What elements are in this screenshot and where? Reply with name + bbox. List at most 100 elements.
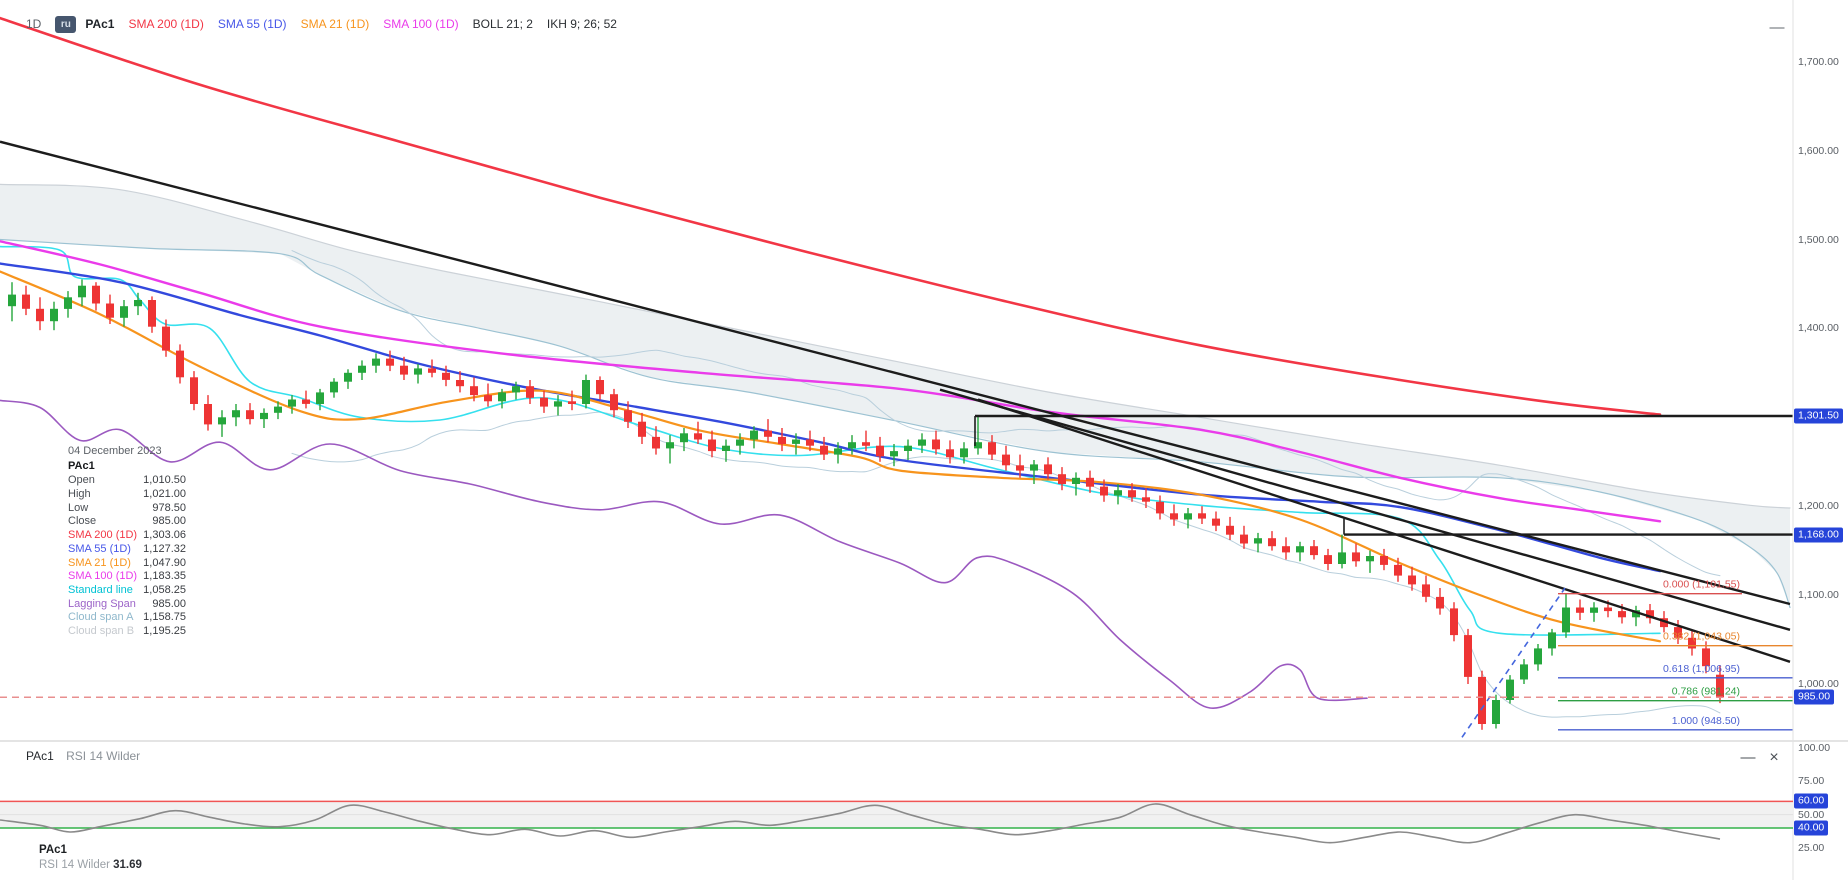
candle-body (1408, 575, 1416, 585)
candle-body (708, 439, 716, 452)
candle-body (204, 404, 212, 425)
sma200-line (0, 16, 1662, 416)
timeframe-label[interactable]: 1D (26, 17, 42, 31)
candle-body (1520, 664, 1528, 680)
symbol-badge[interactable]: ru (55, 15, 77, 33)
data-window-row: High 1,021.00 (68, 488, 186, 501)
candle-body (638, 421, 646, 437)
fib-level-label: 0.618 (1,006.95) (1663, 663, 1740, 675)
data-window-row: SMA 55 (1D) 1,127.32 (68, 542, 186, 555)
data-window-row: Open 1,010.50 (68, 474, 186, 487)
candle-body (974, 442, 982, 449)
candle-body (1366, 556, 1374, 562)
boll-legend-item[interactable]: BOLL 21; 2 (472, 17, 533, 31)
candle-body (1100, 486, 1108, 496)
candle-body (1450, 608, 1458, 636)
support-line[interactable] (1461, 587, 1566, 738)
candle-body (1716, 674, 1724, 698)
candle-body (330, 381, 338, 393)
rsi-panel-symbol[interactable]: PAc1 (26, 749, 54, 763)
candle-body (1310, 546, 1318, 556)
candle-body (498, 392, 506, 402)
price-axis-label: 1,600.00 (1798, 144, 1839, 157)
legend-item-1[interactable]: SMA 200 (1D) (128, 17, 204, 31)
data-window-row: Cloud span B 1,195.25 (68, 624, 186, 637)
candle-body (1534, 648, 1542, 665)
candle-body (246, 410, 254, 420)
downtrend-line-3[interactable] (977, 398, 1791, 663)
candle-body (1604, 607, 1612, 612)
data-window-row: Standard line 1,058.25 (68, 583, 186, 596)
candle-body (78, 285, 86, 298)
candle-body (288, 399, 296, 407)
candle-body (1156, 501, 1164, 514)
candle-body (736, 439, 744, 446)
main-chart-minimize-button[interactable]: — (1769, 19, 1785, 36)
candle-body (1632, 610, 1640, 618)
rsi-panel-header: PAc1 RSI 14 Wilder (26, 749, 140, 763)
instrument-label[interactable]: PAc1 (85, 17, 115, 31)
cloud-span-a-line (0, 238, 1791, 609)
candle-body (1674, 627, 1682, 638)
downtrend-line-2[interactable] (939, 388, 1791, 631)
data-window-row: SMA 200 (1D) 1,303.06 (68, 529, 186, 542)
price-axis-label: 1,200.00 (1798, 500, 1839, 513)
candle-body (148, 300, 156, 327)
bollinger-upper-line (291, 250, 1721, 577)
price-axis-label: 1,700.00 (1798, 55, 1839, 68)
candle-body (526, 386, 534, 398)
candle-body (134, 300, 142, 307)
candle-body (624, 410, 632, 422)
data-window-row: SMA 21 (1D) 1,047.90 (68, 556, 186, 569)
candle-body (1646, 610, 1654, 619)
candle-body (1016, 465, 1024, 471)
candle-body (582, 380, 590, 404)
candle-body (232, 410, 240, 418)
candle-body (890, 451, 898, 457)
fib-level-label: 1.000 (948.50) (1672, 715, 1740, 727)
candle-body (820, 445, 828, 455)
candle-body (428, 368, 436, 373)
fib-level-label: 0.382 (1,043.05) (1663, 631, 1740, 643)
candle-body (792, 439, 800, 444)
candle-body (176, 350, 184, 378)
candle-body (540, 397, 548, 407)
rsi-panel-indicator-label[interactable]: RSI 14 Wilder (66, 749, 141, 763)
candle-body (876, 445, 884, 457)
legend-item-3[interactable]: SMA 21 (1D) (300, 17, 370, 31)
candle-body (484, 395, 492, 402)
candle-body (1086, 477, 1094, 487)
candle-body (1282, 546, 1290, 553)
candle-body (1240, 534, 1248, 544)
rsi-minimize-button[interactable]: — (1740, 749, 1756, 766)
fib-level-label: 0.786 (981.24) (1672, 686, 1740, 698)
candle-body (50, 308, 58, 322)
candle-body (694, 433, 702, 440)
candle-body (456, 380, 464, 387)
candle-body (960, 448, 968, 458)
candle-body (764, 430, 772, 437)
downtrend-line-1[interactable] (0, 140, 1791, 606)
cloud-span-b-line (0, 183, 1791, 509)
candle-body (1618, 611, 1626, 618)
candle-body (1114, 490, 1122, 496)
candle-body (1324, 555, 1332, 564)
rsi-footer-label: RSI 14 Wilder (39, 859, 110, 871)
rsi-axis-label: 100.00 (1798, 742, 1831, 754)
candle-body (1226, 525, 1234, 535)
legend-item-4[interactable]: SMA 100 (1D) (383, 17, 459, 31)
candle-body (596, 380, 604, 395)
candle-body (1478, 676, 1486, 724)
candle-body (778, 436, 786, 444)
rsi-close-button[interactable]: × (1769, 749, 1779, 766)
candle-body (400, 365, 408, 375)
ikh-legend-item[interactable]: IKH 9; 26; 52 (546, 17, 617, 31)
legend-item-2[interactable]: SMA 55 (1D) (217, 17, 287, 31)
sma100-line (0, 240, 1662, 523)
candle-body (652, 436, 660, 449)
price-axis-label: 1,100.00 (1798, 589, 1839, 602)
candle-body (274, 406, 282, 413)
